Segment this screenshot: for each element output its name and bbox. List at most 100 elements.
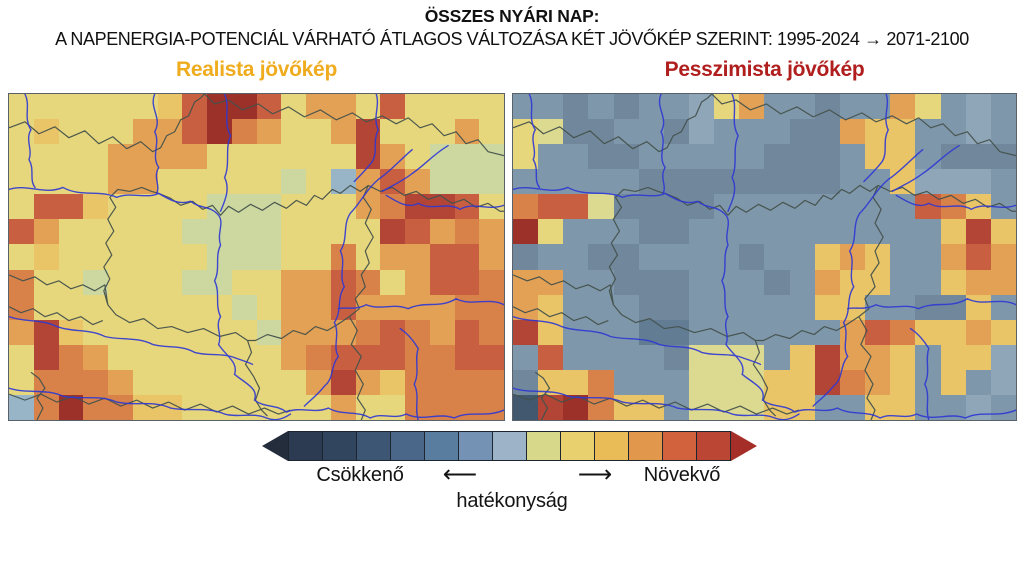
grid-cell — [940, 369, 966, 395]
grid-cell — [714, 269, 740, 295]
grid-cell — [789, 294, 815, 320]
grid-cell — [663, 169, 690, 195]
legend-arrow-right-icon: ⟶ — [577, 460, 613, 488]
grid-cell — [231, 144, 257, 170]
grid-cell — [613, 269, 639, 295]
grid-cell — [454, 269, 480, 295]
grid-cell — [538, 194, 564, 220]
grid-cell — [58, 369, 84, 395]
grid-cell — [256, 94, 282, 120]
grid-cell — [814, 244, 840, 270]
grid-cell — [915, 144, 941, 170]
grid-cell — [306, 169, 331, 195]
grid-cell — [108, 319, 133, 345]
grid-cell — [689, 294, 715, 320]
grid-cell — [689, 244, 715, 270]
grid-cell — [83, 269, 108, 295]
grid-cell — [157, 244, 183, 270]
grid-cell — [58, 169, 84, 195]
grid-cell — [789, 344, 815, 370]
grid-cell — [479, 219, 504, 245]
grid-cell — [990, 369, 1016, 395]
grid-cell — [306, 94, 331, 120]
grid-cell — [789, 269, 815, 295]
grid-cell — [865, 194, 891, 220]
grid-cell — [281, 369, 306, 395]
grid-cell — [814, 294, 840, 320]
grid-cell — [663, 144, 690, 170]
grid-cell — [132, 219, 158, 245]
grid-cell — [513, 94, 539, 120]
grid-cell — [538, 394, 564, 420]
grid-cell — [990, 319, 1016, 345]
grid-cell — [764, 119, 790, 145]
grid-cell — [9, 294, 34, 320]
map-realista — [8, 93, 505, 421]
grid-cell — [689, 119, 715, 145]
scale-segment — [322, 432, 356, 460]
grid-cell — [306, 269, 331, 295]
grid-cell — [256, 144, 282, 170]
grid-cell — [663, 294, 690, 320]
grid-cell — [330, 369, 356, 395]
grid-cell — [454, 169, 480, 195]
grid-cell — [839, 144, 866, 170]
grid-cell — [380, 244, 405, 270]
grid-cell — [380, 269, 405, 295]
grid-cell — [83, 119, 108, 145]
grid-cell — [563, 119, 589, 145]
scale-segment — [390, 432, 424, 460]
grid-cell — [132, 369, 158, 395]
grid-cell — [588, 219, 614, 245]
grid-cell — [9, 369, 34, 395]
grid-cell — [890, 194, 916, 220]
grid-cell — [613, 94, 639, 120]
grid-cell — [613, 369, 639, 395]
grid-cell — [613, 119, 639, 145]
grid-cell — [429, 269, 455, 295]
grid-cell — [990, 94, 1016, 120]
grid-cell — [355, 119, 381, 145]
grid-cell — [256, 219, 282, 245]
grid-cell — [83, 344, 108, 370]
grid-cell — [890, 369, 916, 395]
grid-cell — [588, 269, 614, 295]
grid-cell — [814, 394, 840, 420]
grid-cell — [714, 194, 740, 220]
grid-cell — [9, 344, 34, 370]
grid-cell — [182, 319, 207, 345]
grid-cell — [965, 344, 991, 370]
grid-cell — [306, 144, 331, 170]
grid-cell — [355, 394, 381, 420]
grid-cell — [839, 319, 866, 345]
grid-cell — [663, 319, 690, 345]
grid-cell — [454, 394, 480, 420]
grid-cell — [513, 394, 539, 420]
grid-cell — [58, 294, 84, 320]
grid-cell — [58, 319, 84, 345]
grid-cell — [454, 344, 480, 370]
grid-cell — [207, 269, 232, 295]
grid-cell — [839, 169, 866, 195]
scale-segments — [288, 431, 731, 461]
grid-cell — [865, 319, 891, 345]
grid-cell — [83, 369, 108, 395]
grid-cell — [454, 294, 480, 320]
grid-cell — [739, 94, 765, 120]
grid-cell — [355, 369, 381, 395]
grid-cell — [538, 94, 564, 120]
scale-segment — [289, 432, 322, 460]
grid-cell — [454, 319, 480, 345]
grid-cell — [207, 119, 232, 145]
grid-cell — [739, 169, 765, 195]
grid-cell — [563, 269, 589, 295]
grid-cell — [513, 144, 539, 170]
grid-cell — [714, 319, 740, 345]
grid-cell — [9, 169, 34, 195]
grid-cell — [563, 94, 589, 120]
color-scale — [262, 431, 757, 461]
grid-cell — [182, 119, 207, 145]
grid-cell — [330, 219, 356, 245]
grid-cell — [207, 344, 232, 370]
grid-cell — [380, 319, 405, 345]
